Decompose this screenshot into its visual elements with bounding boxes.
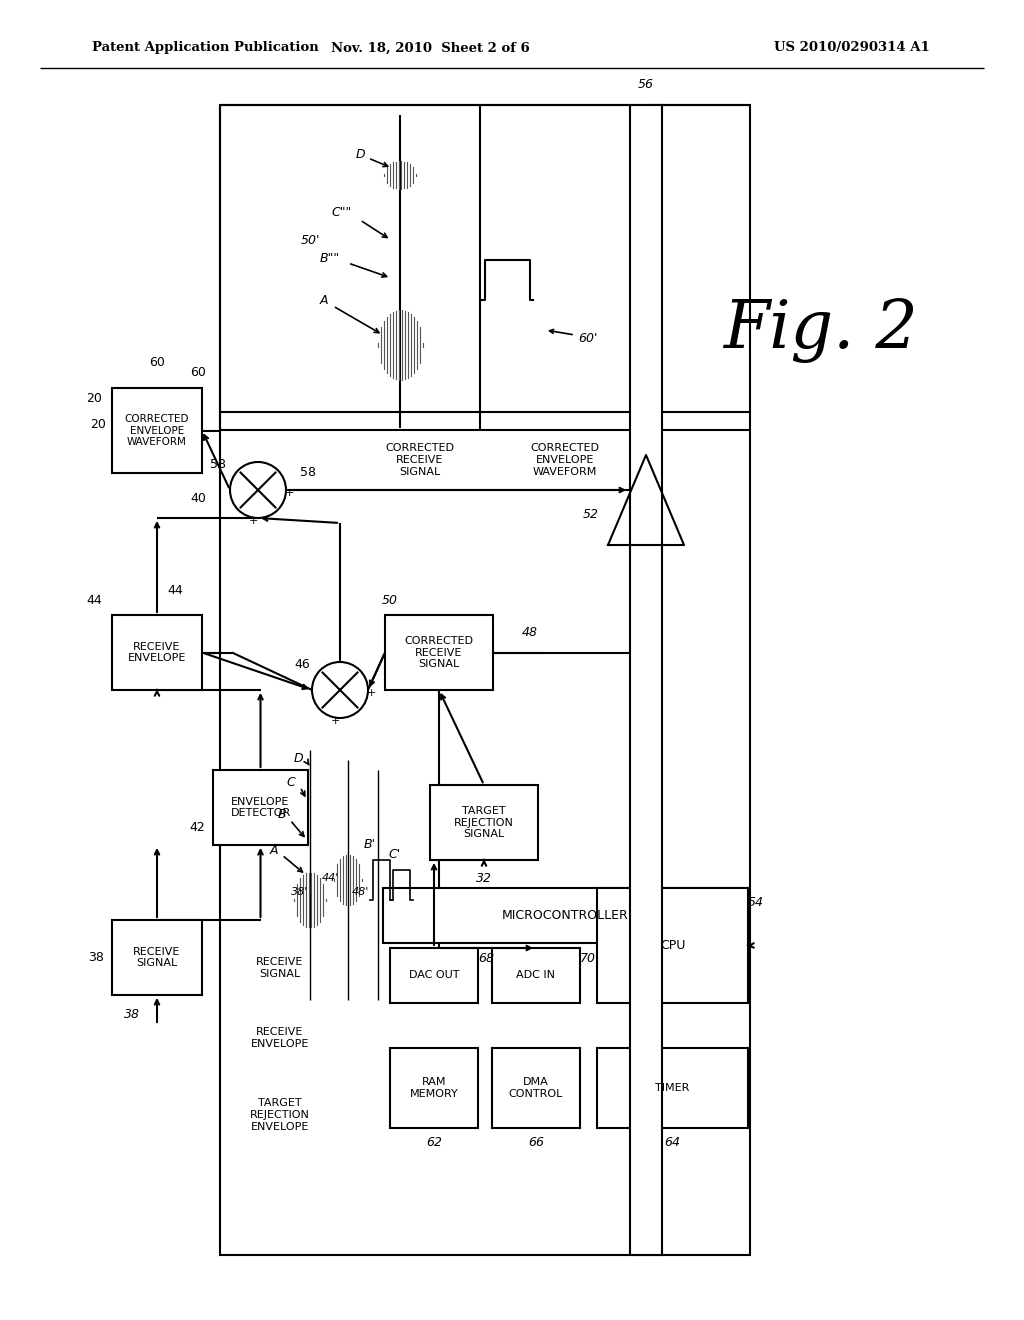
Text: TARGET
REJECTION
ENVELOPE: TARGET REJECTION ENVELOPE [250,1098,310,1131]
Text: RECEIVE
ENVELOPE: RECEIVE ENVELOPE [128,642,186,663]
Bar [492,1048,580,1129]
Text: 62: 62 [426,1137,442,1150]
Text: DMA
CONTROL: DMA CONTROL [509,1077,563,1098]
Bar [383,888,748,942]
Text: B"": B"" [319,252,340,264]
Circle shape [230,462,286,517]
Text: 50: 50 [382,594,398,606]
Text: C"": C"" [332,206,352,219]
Text: 68: 68 [478,952,494,965]
Text: 38': 38' [292,887,308,898]
Text: B: B [278,808,287,821]
Text: +: + [249,516,258,527]
Text: 20: 20 [86,392,102,404]
Text: 60: 60 [190,366,206,379]
Text: CORRECTED
ENVELOPE
WAVEFORM: CORRECTED ENVELOPE WAVEFORM [125,414,189,447]
Text: RECEIVE
ENVELOPE: RECEIVE ENVELOPE [251,1027,309,1049]
Text: 44: 44 [86,594,102,606]
Text: Patent Application Publication: Patent Application Publication [92,41,318,54]
Text: A: A [319,293,329,306]
Bar [213,770,308,845]
Text: 44: 44 [167,583,183,597]
Text: 46: 46 [294,659,310,672]
Text: 42: 42 [189,821,205,834]
Text: +: + [331,717,341,726]
Text: 40: 40 [190,491,206,504]
Text: 48': 48' [351,887,369,898]
Text: 70: 70 [580,952,596,965]
Text: 56: 56 [638,78,654,91]
Text: DAC OUT: DAC OUT [409,970,459,981]
Text: 44': 44' [322,873,339,883]
Text: 54: 54 [748,896,764,909]
Text: Nov. 18, 2010  Sheet 2 of 6: Nov. 18, 2010 Sheet 2 of 6 [331,41,529,54]
Text: RECEIVE
SIGNAL: RECEIVE SIGNAL [256,957,304,979]
Bar [630,106,662,1255]
Text: RECEIVE
SIGNAL: RECEIVE SIGNAL [133,946,180,969]
Bar [597,1048,748,1129]
Text: Fig. 2: Fig. 2 [723,297,918,363]
Text: 58: 58 [300,466,316,479]
Text: ENVELOPE
DETECTOR: ENVELOPE DETECTOR [230,797,291,818]
Text: CPU: CPU [659,939,685,952]
Bar [112,388,202,473]
Text: D: D [293,751,303,764]
Bar [390,1048,478,1129]
Text: CORRECTED
RECEIVE
SIGNAL: CORRECTED RECEIVE SIGNAL [385,444,455,477]
Text: 38: 38 [124,1008,140,1022]
Text: +: + [367,688,376,698]
Text: 32: 32 [476,871,492,884]
Text: ADC IN: ADC IN [516,970,555,981]
Text: 60: 60 [150,356,165,370]
Text: TARGET
REJECTION
SIGNAL: TARGET REJECTION SIGNAL [454,807,514,840]
Text: B': B' [364,838,376,851]
Bar [430,785,538,861]
Bar [385,615,493,690]
Text: A: A [269,843,279,857]
Text: 50': 50' [300,234,319,247]
Text: 60': 60' [579,331,598,345]
Text: 64: 64 [665,1137,681,1150]
Text: US 2010/0290314 A1: US 2010/0290314 A1 [774,41,930,54]
Bar [220,106,750,1255]
Text: CORRECTED
RECEIVE
SIGNAL: CORRECTED RECEIVE SIGNAL [404,636,473,669]
Text: 38: 38 [88,950,104,964]
Text: 58: 58 [210,458,226,471]
Bar [112,615,202,690]
Text: +: + [285,488,294,498]
Bar [112,920,202,995]
Bar [597,888,748,1003]
Bar [492,948,580,1003]
Text: C: C [287,776,295,788]
Text: TIMER: TIMER [655,1082,690,1093]
Text: 66: 66 [528,1137,544,1150]
Text: MICROCONTROLLER: MICROCONTROLLER [502,909,629,921]
Text: CORRECTED
ENVELOPE
WAVEFORM: CORRECTED ENVELOPE WAVEFORM [530,444,599,477]
Text: 20: 20 [90,418,105,432]
Text: 48: 48 [522,626,538,639]
Text: C': C' [389,849,401,862]
Bar [390,948,478,1003]
Text: RAM
MEMORY: RAM MEMORY [410,1077,459,1098]
Text: D: D [355,149,365,161]
Circle shape [312,663,368,718]
Text: 52: 52 [583,508,599,521]
